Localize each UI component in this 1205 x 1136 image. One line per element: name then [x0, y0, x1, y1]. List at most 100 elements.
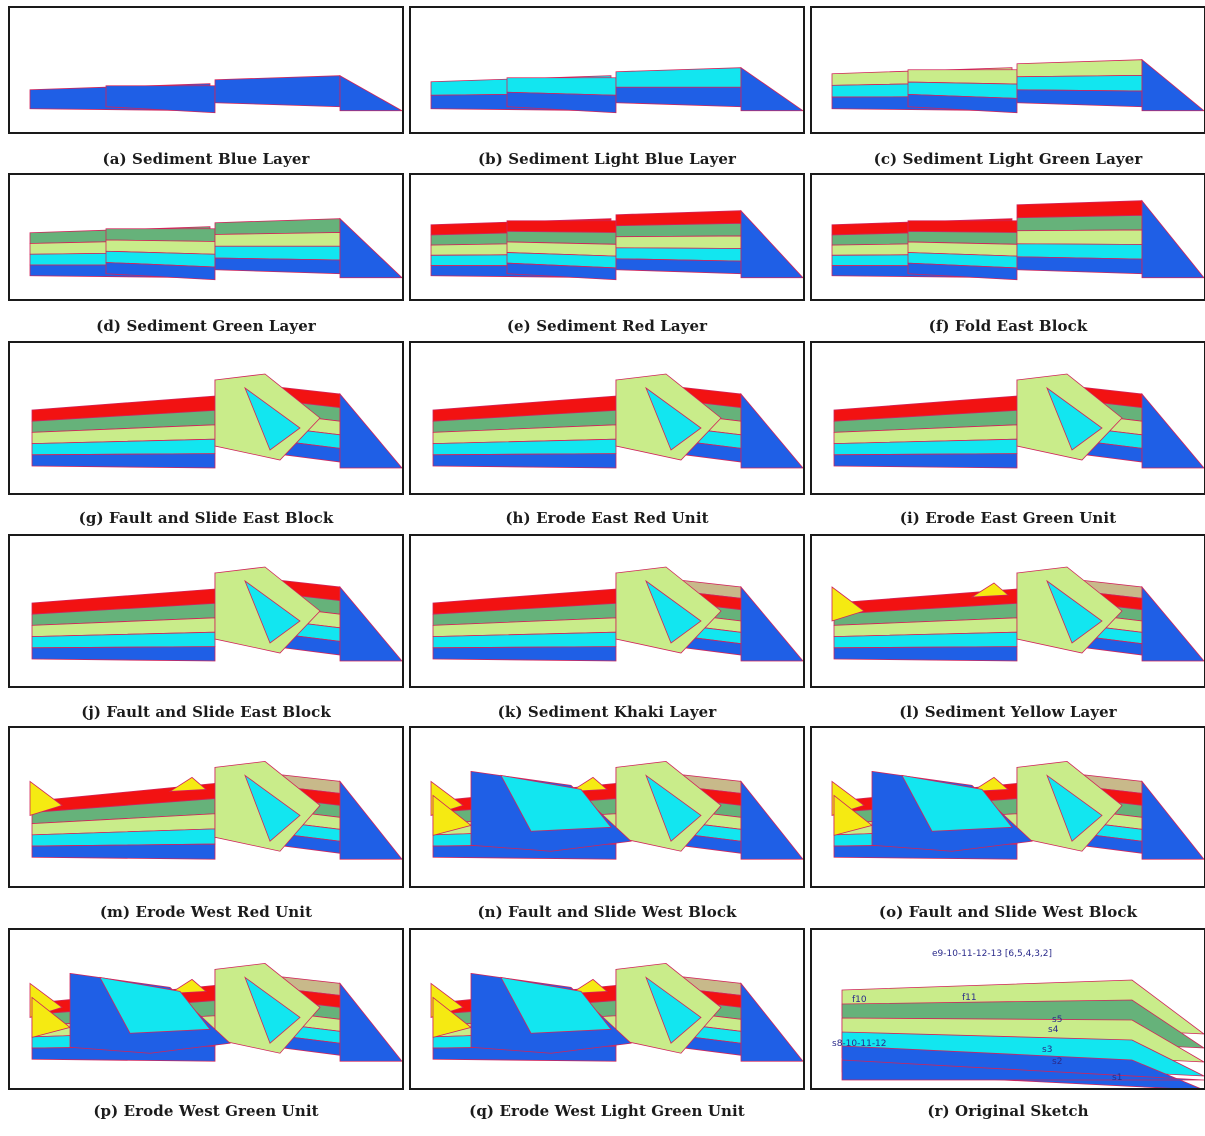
- middle-block-layer-0: [105, 85, 216, 114]
- sketch-label: s8-10-11-12: [832, 1039, 887, 1049]
- panel-caption: (g) Fault and Slide East Block: [78, 509, 334, 527]
- east-wedge: [339, 780, 402, 860]
- east-wedge: [1141, 585, 1204, 662]
- cross-section-illustration: [831, 760, 1204, 860]
- panel-caption: (i) Erode East Green Unit: [899, 509, 1117, 527]
- west-block-layer-4: [31, 843, 216, 860]
- panel-caption: (n) Fault and Slide West Block: [477, 903, 737, 921]
- west-block-layer-4: [31, 646, 216, 662]
- middle-block-layer-0: [506, 220, 617, 233]
- east-block-layer-2: [1016, 229, 1143, 245]
- fault-slice-inner: [244, 976, 301, 1044]
- panel-caption: (l) Sediment Yellow Layer: [899, 703, 1117, 721]
- east-wedge: [1141, 199, 1204, 279]
- panel-caption: (d) Sediment Green Layer: [96, 317, 316, 335]
- west-yellow: [31, 996, 71, 1038]
- east-block-layer-1: [615, 86, 742, 108]
- east-block-layer-0: [615, 67, 742, 88]
- yellow-deposit-2: [569, 978, 609, 994]
- panel-frame: [810, 173, 1205, 301]
- panel-caption: (m) Erode West Red Unit: [99, 903, 313, 921]
- east-block-layer-0: [1016, 200, 1143, 219]
- fault-slice-inner: [645, 386, 702, 451]
- east-wedge: [740, 585, 803, 662]
- middle-block-layer-4: [506, 262, 617, 281]
- east-block-layer-0: [214, 75, 341, 108]
- east-wedge: [339, 982, 402, 1062]
- west-block-layer-4: [833, 453, 1018, 469]
- east-wedge: [339, 217, 402, 279]
- middle-block-layer-1: [506, 91, 617, 114]
- sketch-label: s4: [1048, 1025, 1059, 1035]
- sketch-label: e9-10-11-12-13 [6,5,4,3,2]: [932, 949, 1052, 959]
- panel-caption: (j) Fault and Slide East Block: [81, 703, 331, 721]
- middle-block-layer-2: [907, 93, 1018, 114]
- yellow-deposit-2: [970, 582, 1010, 598]
- east-block-layer-3: [214, 257, 341, 275]
- fault-slice-inner: [645, 976, 702, 1044]
- east-wedge: [740, 392, 803, 469]
- panel-caption: (f) Fold East Block: [928, 317, 1088, 335]
- middle-block-layer-0: [907, 69, 1018, 85]
- panel-frame: [810, 726, 1205, 888]
- panel-caption: (a) Sediment Blue Layer: [102, 150, 310, 168]
- panel-caption: (q) Erode West Light Green Unit: [469, 1102, 745, 1120]
- panel-frame: [8, 173, 404, 301]
- middle-block-layer-3: [105, 262, 216, 281]
- west-fault-inner: [500, 976, 612, 1034]
- sketch-label: s5: [1052, 1015, 1062, 1025]
- cross-section-illustration: [430, 962, 803, 1062]
- east-wedge: [1141, 780, 1204, 860]
- cross-section-illustration: [29, 962, 402, 1062]
- panel-frame: [409, 6, 805, 134]
- fault-slice-inner: [244, 386, 301, 451]
- panel-frame: [810, 534, 1205, 688]
- panel-frame: [409, 726, 805, 888]
- fault-slice-inner: [1046, 579, 1103, 644]
- panel-caption: (r) Original Sketch: [927, 1102, 1089, 1120]
- middle-block-layer-0: [907, 220, 1018, 233]
- west-block-layer-4: [833, 646, 1018, 662]
- cross-section-illustration: [29, 75, 402, 114]
- east-block-layer-1: [615, 222, 742, 238]
- panel-frame: [8, 6, 404, 134]
- yellow-deposit-2: [569, 776, 609, 792]
- panel-frame: [8, 534, 404, 688]
- yellow-deposit: [29, 780, 63, 816]
- fault-slice-inner: [645, 579, 702, 644]
- east-block-layer-0: [214, 218, 341, 235]
- east-wedge: [339, 585, 402, 662]
- east-wedge: [740, 209, 803, 279]
- panel-caption: (p) Erode West Green Unit: [93, 1102, 319, 1120]
- east-block-layer-4: [1016, 256, 1143, 275]
- sketch-label: f11: [962, 993, 977, 1003]
- sketch-base: [841, 1059, 1204, 1081]
- east-block-layer-0: [1016, 59, 1143, 78]
- cross-section-illustration: e9-10-11-12-13 [6,5,4,3,2] s8-10-11-12 f10…: [812, 930, 1204, 1088]
- east-block-layer-4: [615, 258, 742, 275]
- cross-section-illustration: [31, 566, 402, 662]
- cross-section-illustration: [31, 373, 402, 469]
- cross-section-illustration: [432, 566, 803, 662]
- cross-section-illustration: [432, 373, 803, 469]
- sketch-label: s3: [1042, 1045, 1052, 1055]
- cross-section-illustration: [831, 199, 1204, 281]
- west-fault-inner: [99, 976, 211, 1034]
- east-block-layer-2: [615, 235, 742, 249]
- panel-frame: e9-10-11-12-13 [6,5,4,3,2] s8-10-11-12 f10…: [810, 928, 1205, 1090]
- cross-section-illustration: [430, 209, 803, 281]
- west-block-layer-4: [31, 453, 216, 469]
- panel-caption: (h) Erode East Red Unit: [505, 509, 709, 527]
- east-wedge: [339, 75, 402, 112]
- cross-section-illustration: [430, 66, 803, 114]
- west-block-layer-4: [432, 453, 617, 469]
- panel-caption: (e) Sediment Red Layer: [506, 317, 708, 335]
- fault-slice-inner: [1046, 386, 1103, 451]
- middle-block-layer-4: [907, 262, 1018, 281]
- east-block-layer-1: [1016, 74, 1143, 92]
- east-wedge: [1141, 392, 1204, 469]
- panel-caption: (o) Fault and Slide West Block: [878, 903, 1138, 921]
- panel-caption: (k) Sediment Khaki Layer: [497, 703, 717, 721]
- panel-frame: [409, 928, 805, 1090]
